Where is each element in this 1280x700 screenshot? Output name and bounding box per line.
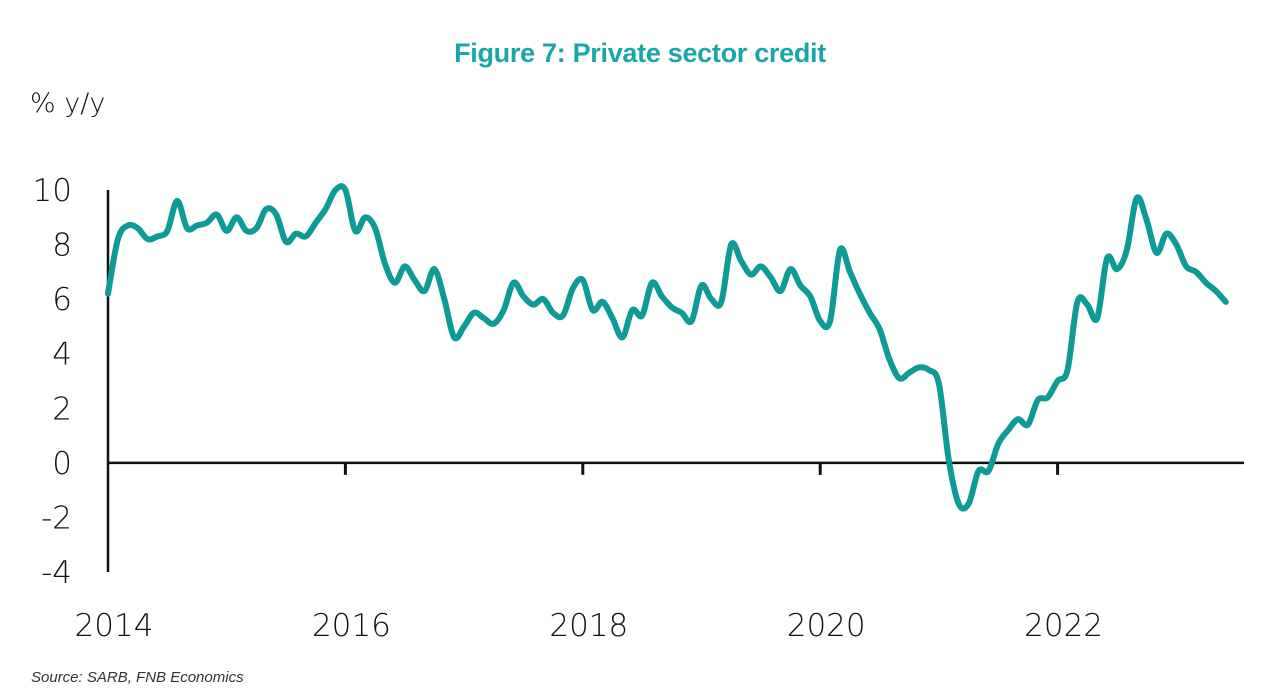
x-tick-marks [343,462,1060,475]
x-tick-label: 2020 [787,608,866,644]
y-tick-label: 0 [52,446,72,482]
chart-title: Figure 7: Private sector credit [454,38,826,68]
x-tick-labels: 2014 2016 2018 2020 2022 [75,608,1104,644]
x-tick-label: 2016 [312,608,391,644]
source-note: Source: SARB, FNB Economics [31,669,244,686]
y-tick-label: 6 [52,282,72,318]
x-tick-label: 2014 [75,608,154,644]
y-tick-label: 2 [52,391,72,427]
y-tick-label: -4 [41,555,72,591]
x-tick-label: 2018 [549,608,628,644]
y-tick-label: 10 [33,173,72,209]
y-tick-labels: 10 8 6 4 2 0 -2 -4 [33,173,72,591]
y-tick-label: -2 [41,500,72,536]
y-tick-label: 8 [52,228,72,264]
x-tick-label: 2022 [1024,608,1103,644]
y-tick-label: 4 [52,337,72,373]
y-axis-label: % y/y [30,88,106,119]
series-line-private-sector-credit [105,183,1229,512]
